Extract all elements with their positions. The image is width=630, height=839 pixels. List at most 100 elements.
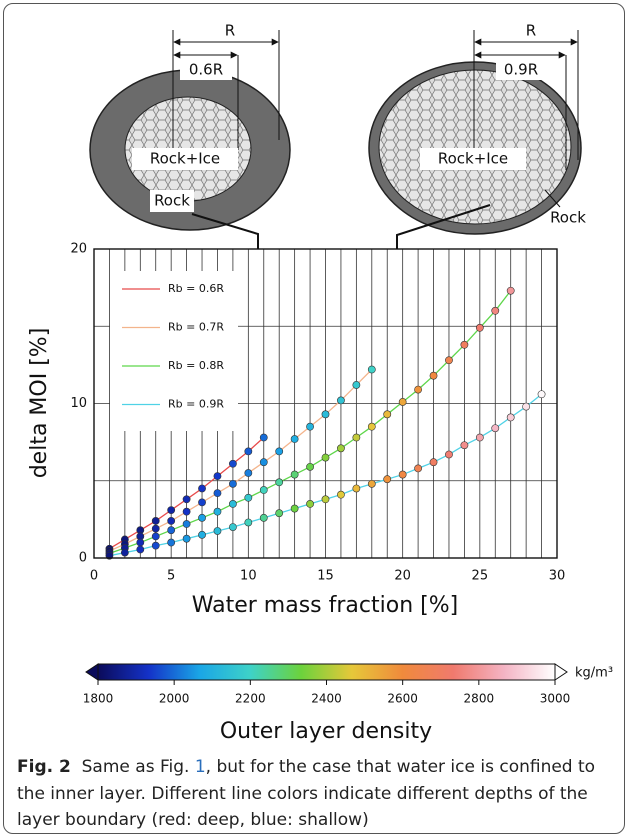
caption-text: Same as Fig. bbox=[81, 757, 190, 777]
data-point bbox=[337, 396, 345, 405]
data-point bbox=[290, 504, 299, 513]
data-point bbox=[383, 475, 392, 484]
y-tick-label: 0 bbox=[79, 551, 87, 566]
y-tick-label: 20 bbox=[70, 242, 87, 257]
data-point bbox=[275, 478, 284, 487]
data-point bbox=[167, 526, 176, 535]
data-point bbox=[213, 507, 222, 516]
colorbar-tick-label: 2000 bbox=[159, 692, 190, 706]
data-point bbox=[275, 447, 284, 456]
data-point bbox=[352, 433, 361, 442]
data-point bbox=[136, 538, 145, 547]
data-point bbox=[259, 433, 268, 442]
data-point bbox=[151, 541, 160, 550]
data-point bbox=[244, 518, 253, 527]
inner-label: Rock+Ice bbox=[438, 150, 508, 168]
x-tick-label: 25 bbox=[472, 569, 489, 584]
inner-label: Rock+Ice bbox=[150, 150, 220, 168]
data-point bbox=[367, 479, 376, 488]
data-point bbox=[275, 509, 284, 518]
data-point bbox=[213, 527, 222, 535]
data-point bbox=[259, 486, 268, 494]
data-point bbox=[198, 484, 206, 493]
data-point bbox=[151, 524, 160, 533]
data-point bbox=[182, 495, 191, 504]
data-point bbox=[213, 489, 222, 498]
data-point bbox=[321, 453, 330, 462]
x-axis-label: Water mass fraction [%] bbox=[192, 593, 458, 618]
outer-label: Rock bbox=[154, 192, 190, 210]
data-point bbox=[244, 493, 253, 502]
dim-label: 0.6R bbox=[189, 61, 223, 79]
data-point bbox=[522, 402, 531, 411]
data-point bbox=[228, 500, 237, 508]
x-tick-label: 0 bbox=[90, 569, 98, 584]
data-point bbox=[367, 365, 376, 374]
data-point bbox=[491, 424, 500, 433]
data-point bbox=[445, 356, 453, 365]
data-point bbox=[414, 385, 422, 394]
legend-label: Rb = 0.8R bbox=[168, 359, 224, 372]
diagram-left: R 0.6R Rock+Ice Rock bbox=[89, 22, 291, 468]
x-tick-label: 15 bbox=[317, 569, 334, 584]
data-point bbox=[367, 422, 376, 431]
data-point bbox=[383, 410, 392, 419]
x-tick-label: 20 bbox=[394, 569, 411, 584]
data-point bbox=[259, 458, 268, 467]
data-point bbox=[259, 513, 268, 522]
data-point bbox=[151, 517, 160, 525]
dim-label: R bbox=[526, 22, 536, 40]
data-point bbox=[537, 390, 546, 399]
data-point bbox=[182, 507, 191, 516]
y-tick-label: 10 bbox=[70, 396, 87, 411]
data-point bbox=[198, 513, 206, 522]
data-point bbox=[460, 340, 469, 349]
figure: R 0.6R Rock+Ice Rock R 0.9R Rock+Ice Roc… bbox=[27, 22, 613, 745]
data-point bbox=[429, 371, 438, 380]
dim-label: 0.9R bbox=[504, 61, 538, 79]
data-point bbox=[167, 506, 176, 515]
data-point bbox=[352, 381, 361, 389]
data-point bbox=[198, 530, 206, 539]
data-point bbox=[228, 523, 237, 531]
plot: 0 5 10 15 20 25 30 0 10 20 Rb = 0.6R Rb = 0.7R Rb = … bbox=[70, 242, 565, 584]
data-point bbox=[475, 323, 484, 332]
data-point bbox=[198, 498, 206, 507]
data-point bbox=[398, 470, 407, 479]
data-point bbox=[506, 286, 515, 295]
x-tick-label: 10 bbox=[240, 569, 257, 584]
colorbar-tick-label: 2600 bbox=[387, 692, 418, 706]
data-point bbox=[228, 479, 237, 488]
caption-label: Fig. 2 bbox=[17, 757, 71, 777]
data-point bbox=[244, 447, 253, 456]
data-point bbox=[321, 410, 330, 419]
data-point bbox=[398, 398, 407, 406]
legend-label: Rb = 0.9R bbox=[168, 398, 224, 411]
colorbar-tick-label: 1800 bbox=[83, 692, 114, 706]
plot-frame bbox=[93, 248, 558, 559]
colorbar-tick-label: 2800 bbox=[464, 692, 495, 706]
x-tick-label: 5 bbox=[167, 569, 175, 584]
figure-frame bbox=[3, 3, 625, 834]
data-point bbox=[182, 534, 191, 543]
legend-label: Rb = 0.7R bbox=[168, 321, 224, 334]
data-point bbox=[290, 470, 299, 479]
data-point bbox=[167, 538, 176, 547]
data-point bbox=[460, 441, 469, 450]
figure-link[interactable]: 1 bbox=[194, 757, 206, 777]
colorbar-extend bbox=[554, 663, 568, 681]
data-point bbox=[506, 413, 515, 422]
dim-label: R bbox=[225, 22, 235, 40]
data-point bbox=[290, 435, 299, 443]
caption-text: , but for the case that water ice is con… bbox=[17, 757, 596, 830]
data-point bbox=[429, 458, 438, 467]
caption: Fig. 2 Same as Fig. 1, but for the case … bbox=[17, 754, 617, 834]
data-point bbox=[475, 433, 484, 442]
data-point bbox=[306, 462, 314, 471]
diagram-right: R 0.9R Rock+Ice Rock bbox=[368, 22, 586, 470]
colorbar-unit: kg/m³ bbox=[575, 666, 613, 681]
colorbar-tick-label: 2200 bbox=[235, 692, 266, 706]
data-point bbox=[352, 484, 361, 493]
x-tick-label: 30 bbox=[549, 569, 566, 584]
